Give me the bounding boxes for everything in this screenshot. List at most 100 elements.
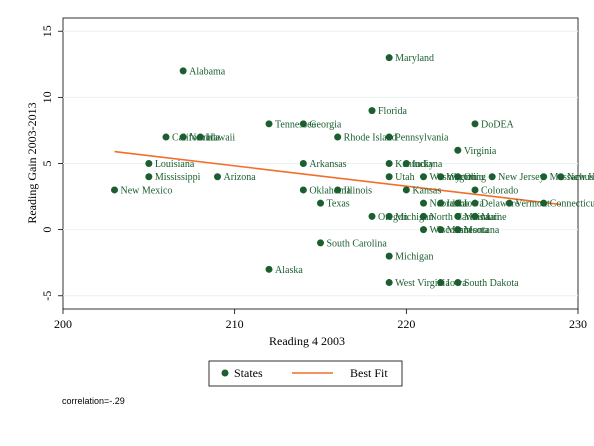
point-labels: Alabama Maryland Florida DoDEA TennesseeGeor… xyxy=(121,53,594,289)
point-label: Michigan xyxy=(395,252,433,263)
point-label: California xyxy=(172,133,213,144)
point-label: Oregon xyxy=(378,212,408,223)
point-label: Oklahoma xyxy=(309,185,351,196)
point-label: Montana xyxy=(464,225,500,236)
data-point xyxy=(471,212,479,220)
point-label: Ohio xyxy=(464,172,484,183)
point-label: Massachusetts xyxy=(550,172,594,183)
point-label: Kansas xyxy=(412,185,441,196)
point-label: Arizona xyxy=(224,172,257,183)
data-point xyxy=(299,160,307,167)
point-label: DoDEA xyxy=(481,119,515,130)
data-point xyxy=(402,160,410,167)
axis-ticks: -5 0 5 10 15 200 210 220 230 xyxy=(40,25,587,331)
point-label: Indiana xyxy=(412,159,443,170)
point-label: New Mexico xyxy=(121,185,173,196)
data-points xyxy=(111,54,565,287)
data-point xyxy=(437,173,445,181)
data-point xyxy=(471,199,479,207)
point-label: Maine xyxy=(481,212,507,223)
y-tick-label: 15 xyxy=(40,25,54,37)
data-point xyxy=(179,67,187,75)
y-tick-label: 5 xyxy=(40,161,54,167)
point-label: Idaho xyxy=(447,199,470,210)
point-label: Maryland xyxy=(395,53,434,64)
point-label: Arkansas xyxy=(309,159,346,170)
best-fit-line xyxy=(114,150,561,206)
point-label: South Dakota xyxy=(464,278,519,289)
point-label: New Jersey xyxy=(498,172,544,183)
x-axis-title: Reading 4 2003 xyxy=(269,334,345,348)
data-point xyxy=(317,239,324,247)
data-point xyxy=(437,226,445,234)
point-label: Michigan xyxy=(395,212,433,223)
data-point xyxy=(557,173,565,181)
data-point xyxy=(385,160,393,167)
point-label: Kentucky xyxy=(395,159,434,170)
point-label: Utah xyxy=(395,172,414,183)
data-point xyxy=(471,120,479,128)
data-point xyxy=(454,226,462,234)
x-tick-label: 220 xyxy=(397,317,415,331)
point-label: West Virginia xyxy=(395,278,450,289)
y-tick-label: 10 xyxy=(40,91,54,103)
point-label: Vermont xyxy=(515,199,550,210)
data-point xyxy=(402,186,410,194)
point-label: Wisconsin xyxy=(430,225,472,236)
data-point xyxy=(162,133,170,141)
data-point xyxy=(540,173,548,181)
y-tick-label: -5 xyxy=(40,291,54,301)
x-tick-label: 210 xyxy=(226,317,244,331)
data-point xyxy=(385,212,393,220)
point-label: Georgia xyxy=(309,119,342,130)
data-point xyxy=(385,54,393,62)
data-point xyxy=(385,279,393,287)
data-point xyxy=(454,279,462,287)
data-point xyxy=(454,146,462,154)
data-point xyxy=(540,199,548,207)
point-label: Florida xyxy=(378,106,407,117)
data-point xyxy=(454,212,462,220)
data-point xyxy=(420,212,427,220)
point-label: Washington xyxy=(430,172,478,183)
data-point xyxy=(454,173,462,181)
x-tick-label: 230 xyxy=(569,317,587,331)
legend-points-marker xyxy=(221,369,229,377)
data-point xyxy=(334,186,342,194)
data-point xyxy=(265,120,273,128)
point-label: Delaware xyxy=(481,199,520,210)
x-tick-label: 200 xyxy=(54,317,72,331)
data-point xyxy=(299,120,307,128)
data-point xyxy=(385,173,393,181)
point-label: Pennsylvania xyxy=(395,133,449,144)
point-label: Minnesota xyxy=(447,225,490,236)
data-point xyxy=(385,133,393,141)
data-point xyxy=(317,199,324,207)
y-axis-title: Reading Gain 2003-2013 xyxy=(25,102,39,223)
point-label: Rhode Island xyxy=(344,133,397,144)
data-point xyxy=(420,173,427,181)
legend: States Best Fit xyxy=(208,360,403,387)
point-label: Missouri xyxy=(464,212,500,223)
data-point xyxy=(299,186,307,194)
point-label: Texas xyxy=(327,199,350,210)
data-point xyxy=(505,199,513,207)
point-label: South Carolina xyxy=(327,238,388,249)
data-point xyxy=(179,133,187,141)
point-label: North Carolina xyxy=(430,212,491,223)
data-point xyxy=(196,133,204,141)
data-point xyxy=(420,199,427,207)
data-point xyxy=(437,199,445,207)
point-label: Alabama xyxy=(189,66,226,77)
point-label: Iowa xyxy=(447,278,468,289)
point-label: Hawaii xyxy=(206,133,235,144)
data-point xyxy=(471,186,479,194)
point-label: Alaska xyxy=(275,265,303,276)
data-point xyxy=(145,173,153,181)
data-point xyxy=(437,279,445,287)
point-label: Nevada xyxy=(189,133,220,144)
point-label: Connecticut xyxy=(550,199,594,210)
point-label: Mississippi xyxy=(155,172,201,183)
data-point xyxy=(334,133,342,141)
